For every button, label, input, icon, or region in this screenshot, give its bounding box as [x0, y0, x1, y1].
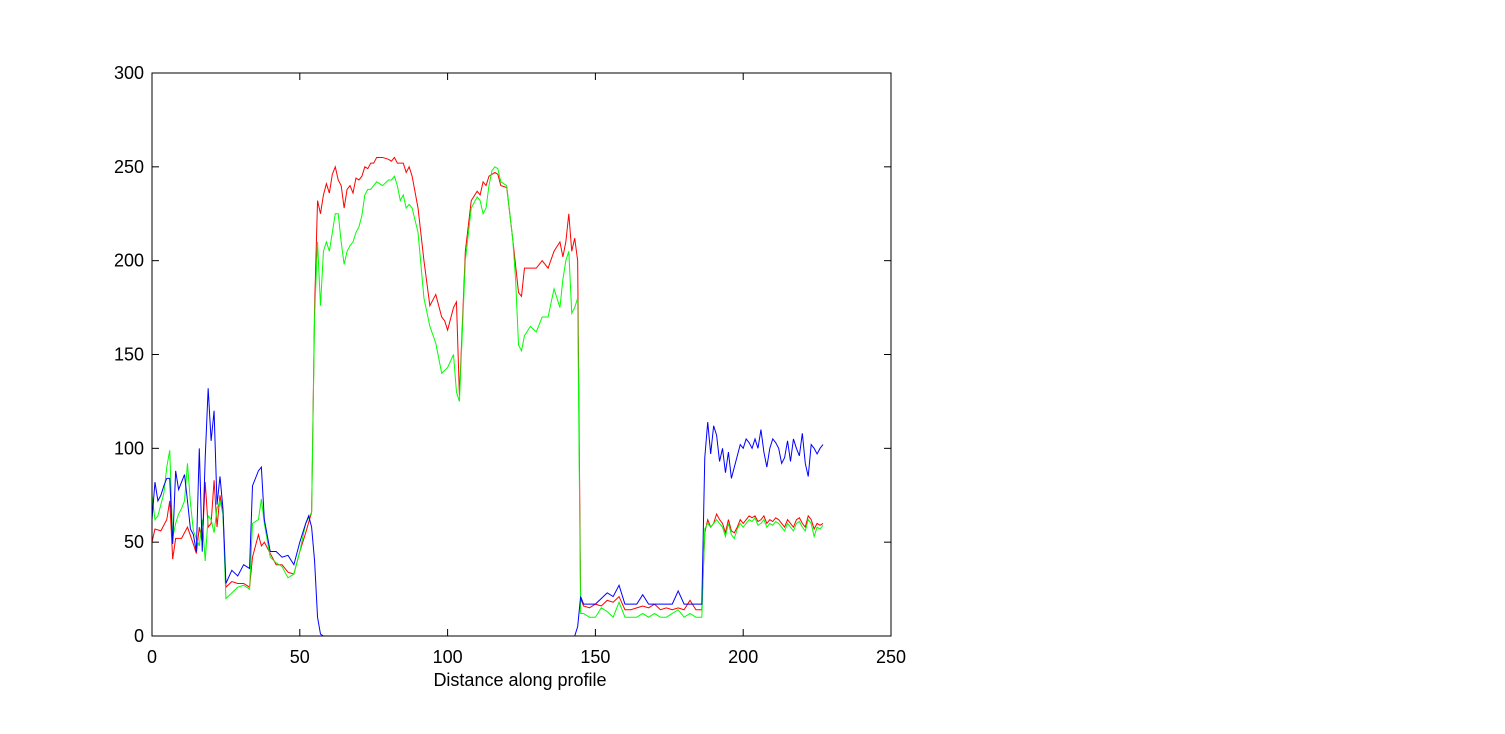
y-tick-label: 100 [114, 438, 144, 458]
y-tick-label: 300 [114, 63, 144, 83]
x-tick-label: 200 [728, 647, 758, 667]
series-group [151, 156, 824, 637]
x-tick-label: 150 [580, 647, 610, 667]
x-axis-label: Distance along profile [433, 670, 606, 690]
y-tick-label: 150 [114, 345, 144, 365]
y-tick-label: 250 [114, 157, 144, 177]
x-tick-label: 250 [876, 647, 906, 667]
x-tick-label: 0 [147, 647, 157, 667]
series-line-3 [151, 388, 824, 637]
series-line-2 [151, 166, 824, 619]
series-line-1 [151, 156, 824, 611]
x-tick-label: 100 [433, 647, 463, 667]
x-tick-label: 50 [290, 647, 310, 667]
tick-group: 0 50 100 150 200 250 0 50 100 150 200 250 300 [114, 63, 906, 667]
y-tick-label: 200 [114, 251, 144, 271]
y-tick-label: 50 [124, 532, 144, 552]
y-tick-label: 0 [134, 626, 144, 646]
